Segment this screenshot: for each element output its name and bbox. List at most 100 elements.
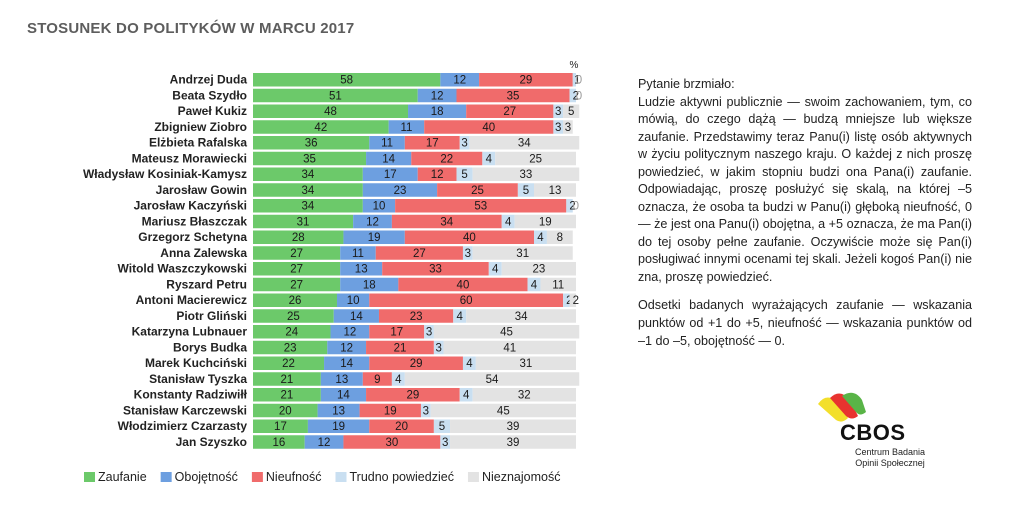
value-label: 3 [565,122,571,134]
value-label: 16 [272,437,285,449]
value-label: 0 [576,75,582,87]
bar-segment [253,199,363,213]
chart-title: STOSUNEK DO POLITYKÓW W MARCU 2017 [27,20,355,37]
value-label: 4 [486,153,493,165]
bar-segment [369,419,434,433]
bar-segment [534,230,547,244]
value-label: 35 [303,153,316,165]
value-label: 18 [363,279,376,291]
bar-segment [517,183,535,197]
bar-segment [534,183,576,197]
value-label: 23 [410,311,423,323]
value-label: 12 [431,169,444,181]
bar-segment [369,293,564,307]
logo-subtitle-line2: Opinii Społecznej [855,458,925,468]
value-label: 10 [373,201,386,213]
bar-segment [388,120,425,134]
legend-label: Trudno powiedzieć [349,470,453,484]
category-label: Stanisław Karczewski [123,403,247,417]
bar-segment [320,372,363,386]
value-label: 12 [431,90,444,102]
value-label: 10 [347,295,360,307]
value-label: 4 [492,264,499,276]
bar-segment [569,293,576,307]
bar-segment [378,309,454,323]
bar-segment [391,214,502,229]
value-label: 40 [463,232,476,244]
value-label: 13 [549,185,562,197]
bar-segment [450,419,576,433]
value-label: 25 [529,153,542,165]
bar-segment [443,340,576,355]
value-label: 9 [374,374,380,386]
category-label: Jan Szyszko [176,435,247,449]
bar-segment [462,246,473,260]
value-label: 12 [318,437,331,449]
category-label: Włodzimierz Czarzasty [118,419,248,433]
value-label: 23 [284,342,297,354]
bar-segment [424,325,434,339]
value-label: 5 [439,421,445,433]
bar-segment [340,277,399,292]
value-label: 40 [457,279,470,291]
value-label: 3 [436,342,442,354]
logo-subtitle: Centrum Badania Opinii Społecznej [845,447,935,469]
value-label: 29 [520,75,533,87]
value-label: 32 [518,390,531,402]
value-label: 30 [385,437,398,449]
percent-symbol: % [570,60,579,71]
value-label: 12 [366,216,379,228]
legend-label: Obojętność [175,470,238,484]
bar-segment [340,262,383,276]
bar-segment [469,136,580,150]
bar-segment [253,403,318,418]
value-label: 27 [290,248,303,260]
legend-swatch [84,472,95,482]
value-label: 3 [555,122,561,134]
category-label: Zbigniew Ziobro [154,120,247,134]
bar-segment [472,246,573,260]
bar-segment [366,151,412,166]
value-label: 25 [471,185,484,197]
value-label: 5 [461,169,467,181]
category-label: Jarosław Gowin [156,183,247,197]
bar-segment [440,435,451,449]
question-text-block: Pytanie brzmiało: Ludzie aktywni publicz… [638,76,972,286]
value-label: 60 [460,295,473,307]
value-label: 33 [429,264,442,276]
bar-segment [317,403,360,418]
bar-segment [327,340,367,355]
value-label: 4 [395,374,402,386]
bar-segment [466,104,554,118]
value-label: 19 [332,421,345,433]
value-label: 58 [340,75,353,87]
category-label: Marek Kuchciński [145,356,247,370]
value-label: 3 [465,248,471,260]
bar-segment [382,262,489,276]
value-label: 4 [531,279,538,291]
bar-segment [253,151,367,166]
value-label: 19 [384,405,397,417]
bar-segment [424,120,554,134]
value-label: 29 [406,390,419,402]
bar-segment [501,262,576,276]
bar-segment [546,230,573,244]
bar-segment [359,403,421,418]
legend-swatch [160,472,172,482]
bar-segment [353,214,392,229]
bar-segment [253,120,389,134]
bar-segment [253,167,363,181]
bar-segment [420,403,431,418]
bar-segment [540,277,576,292]
value-label: 35 [507,90,520,102]
bar-segment [398,277,528,292]
value-label: 21 [281,390,294,402]
category-label: Anna Zalewska [160,246,247,260]
bar-segment [369,356,463,370]
bar-segment [479,73,573,87]
bar-segment [333,309,379,323]
legend-label: Nieznajomość [482,470,561,484]
value-label: 34 [302,201,315,213]
category-label: Witold Waszczykowski [118,262,247,276]
value-label: 23 [394,185,407,197]
